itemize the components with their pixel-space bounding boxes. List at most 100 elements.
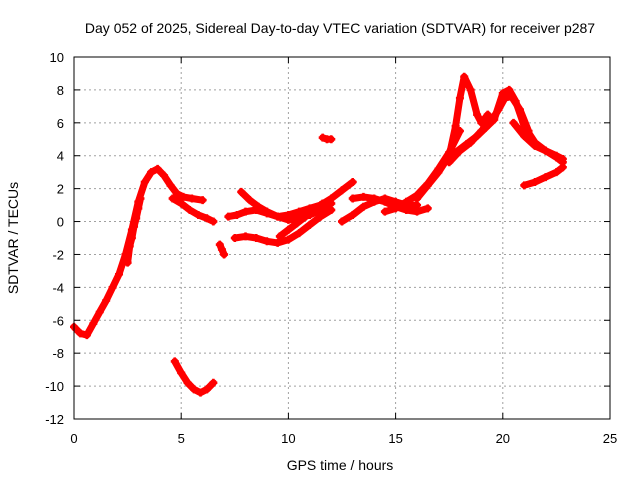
data-point (348, 210, 357, 219)
data-point (241, 207, 250, 216)
data-point (520, 122, 529, 131)
data-point (102, 296, 111, 305)
data-point (481, 123, 490, 132)
data-point (310, 206, 319, 215)
data-point (160, 171, 169, 180)
y-tick-label: -10 (45, 379, 64, 394)
data-point (284, 235, 293, 244)
data-point (380, 197, 389, 206)
data-point (552, 168, 561, 177)
data-point (224, 212, 233, 221)
axis-ticks: 0 5 10 15 20 25 -12 -10 -8 -6 -4 -2 0 2 4 6 8 10 (45, 50, 617, 446)
data-point (202, 214, 211, 223)
data-point (473, 131, 482, 140)
y-tick-label: -6 (52, 313, 64, 328)
data-point (505, 85, 514, 94)
data-point (262, 237, 271, 246)
data-point (541, 146, 550, 155)
series-isolated (318, 133, 336, 144)
data-point (202, 385, 211, 394)
data-point (423, 204, 432, 213)
data-point (498, 89, 507, 98)
data-point (177, 199, 186, 208)
data-point (509, 118, 518, 127)
y-tick-label: 0 (57, 215, 64, 230)
data-point (170, 357, 179, 366)
data-point (413, 207, 422, 216)
data-point (520, 181, 529, 190)
data-point (473, 110, 482, 119)
data-point (95, 308, 104, 317)
data-point (125, 242, 134, 251)
data-point (172, 189, 181, 198)
data-point (89, 319, 98, 328)
data-point (136, 194, 145, 203)
data-point (292, 219, 301, 228)
y-tick-label: 4 (57, 149, 64, 164)
data-point (348, 194, 357, 203)
data-point (327, 206, 336, 215)
data-point (254, 202, 263, 211)
data-point (451, 122, 460, 131)
series-tail-b (509, 118, 567, 167)
series-trace (231, 206, 335, 247)
x-tick-label: 25 (603, 431, 617, 446)
data-point (166, 181, 175, 190)
data-point (140, 178, 149, 187)
data-point (380, 207, 389, 216)
data-point (132, 214, 141, 223)
x-tick-label: 20 (496, 431, 510, 446)
data-point (318, 133, 327, 142)
data-point (147, 168, 156, 177)
data-point (108, 283, 117, 292)
data-point (413, 194, 422, 203)
y-tick-label: -8 (52, 346, 64, 361)
data-point (209, 217, 218, 226)
data-point (301, 212, 310, 221)
data-point (153, 164, 162, 173)
data-point (462, 140, 471, 149)
data-point (237, 187, 246, 196)
data-point (187, 194, 196, 203)
data-point (295, 229, 304, 238)
series-rising-band (123, 194, 145, 267)
data-point (530, 141, 539, 150)
data-point (209, 378, 218, 387)
data-point (445, 158, 454, 167)
y-tick-label: 10 (50, 50, 64, 65)
data-point (196, 388, 205, 397)
data-point (511, 97, 520, 106)
data-point (168, 194, 177, 203)
data-point (220, 250, 229, 259)
data-point (127, 234, 136, 242)
data-point (460, 72, 469, 81)
data-point (338, 217, 346, 226)
data-point (423, 181, 432, 190)
data-point (434, 168, 443, 177)
data-point (134, 204, 143, 213)
series-tail (520, 163, 567, 190)
data-point (179, 192, 188, 201)
data-point (217, 245, 226, 254)
series-mid-arc-a (168, 194, 218, 226)
data-point (348, 178, 357, 187)
data-point (359, 202, 368, 211)
data-point (284, 225, 293, 234)
y-tick-label: 6 (57, 116, 64, 131)
data-point (370, 194, 379, 203)
data-point (402, 197, 411, 206)
chart-title: Day 052 of 2025, Sidereal Day-to-day VTE… (85, 20, 595, 36)
x-tick-label: 15 (388, 431, 402, 446)
grid-lines (74, 57, 610, 419)
data-point (183, 378, 192, 387)
data-point (338, 186, 346, 195)
series-drop-segment (215, 240, 229, 259)
data-point (190, 385, 199, 394)
data-point (82, 331, 91, 340)
data-point (76, 329, 85, 338)
data-point (483, 110, 492, 119)
data-point (541, 173, 550, 182)
x-tick-label: 5 (178, 431, 185, 446)
data-point (402, 206, 411, 215)
